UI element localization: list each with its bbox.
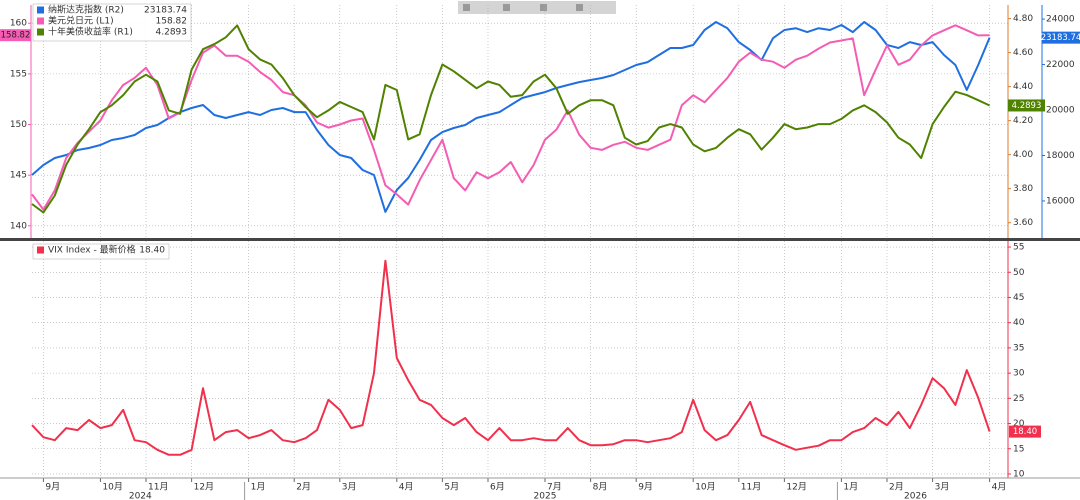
y-tick-label: 55 [1013, 243, 1024, 253]
x-tick-label: 11月 [741, 482, 761, 493]
toolbar-bg [458, 1, 616, 14]
y-tick-label: 4.80 [1013, 14, 1033, 24]
value-flag-label: 4.2893 [1012, 101, 1042, 111]
y-tick-label: 30 [1013, 369, 1025, 379]
y-tick-label: 25 [1013, 394, 1024, 404]
legend-swatch [37, 246, 44, 254]
y-tick-label: 3.80 [1013, 184, 1033, 194]
toolbar-icon[interactable] [463, 4, 470, 11]
year-label: 2025 [534, 492, 557, 500]
legend-swatch [37, 6, 44, 14]
y-tick-label: 10 [1013, 469, 1025, 479]
y-tick-label: 4.60 [1013, 48, 1033, 58]
value-flag [1042, 31, 1080, 44]
toolbar-icon[interactable] [540, 4, 547, 11]
value-flag [0, 29, 31, 42]
x-tick-label: 12月 [194, 482, 214, 493]
value-flag-label: 158.82 [1, 31, 31, 41]
legend-label: 纳斯达克指数 (R2) [48, 4, 124, 16]
value-flag-label: 23183.74 [1041, 33, 1080, 43]
y-tick-label: 3.60 [1013, 218, 1033, 228]
panel-separator [0, 238, 1080, 241]
x-tick-label: 10月 [102, 482, 122, 493]
legend-swatch [37, 17, 44, 25]
series-line [31, 21, 991, 213]
y-tick-label: 35 [1013, 343, 1024, 353]
x-tick-label: 2月 [296, 482, 311, 493]
legend-label: 十年美债收益率 (R1) [48, 26, 133, 38]
y-tick-label: 18000 [1046, 151, 1075, 161]
x-tick-label: 10月 [695, 482, 715, 493]
legend-label: VIX Index - 最新价格 [48, 244, 136, 256]
x-tick-label: 1月 [843, 482, 858, 493]
x-tick-label: 11月 [148, 482, 168, 493]
x-tick-label: 5月 [444, 482, 459, 493]
y-tick-label: 4.40 [1013, 82, 1033, 92]
x-tick-label: 4月 [399, 482, 414, 493]
y-tick-label: 150 [10, 120, 27, 130]
series-line [31, 24, 990, 211]
legend-value: 18.40 [139, 246, 165, 256]
y-tick-label: 15 [1013, 444, 1024, 454]
x-tick-label: 4月 [992, 482, 1007, 493]
y-tick-label: 50 [1013, 268, 1025, 278]
y-tick-label: 145 [10, 171, 27, 181]
x-tick-label: 7月 [547, 482, 562, 493]
y-tick-label: 160 [10, 19, 27, 29]
x-tick-label: 3月 [935, 482, 950, 493]
x-tick-label: 1月 [251, 482, 266, 493]
y-tick-label: 20 [1013, 419, 1025, 429]
y-tick-label: 155 [10, 69, 27, 79]
year-label: 2024 [129, 492, 152, 500]
x-tick-label: 9月 [45, 482, 60, 493]
series-line [31, 24, 991, 214]
toolbar [458, 1, 616, 14]
x-tick-label: 9月 [638, 482, 653, 493]
legend-label: 美元兑日元 (L1) [48, 15, 114, 27]
y-tick-label: 22000 [1046, 60, 1075, 70]
year-label: 2026 [904, 492, 927, 500]
y-tick-label: 4.20 [1013, 116, 1033, 126]
legend-box [32, 243, 170, 260]
legend-value: 23183.74 [144, 6, 187, 16]
x-tick-label: 6月 [490, 482, 505, 493]
x-tick-label: 12月 [786, 482, 806, 493]
legend-value: 4.2893 [156, 28, 188, 38]
y-tick-label: 20000 [1046, 106, 1075, 116]
toolbar-icon[interactable] [576, 4, 583, 11]
y-tick-label: 45 [1013, 293, 1024, 303]
y-tick-label: 16000 [1046, 196, 1075, 206]
toolbar-icon[interactable] [503, 4, 510, 11]
value-flag [1009, 425, 1041, 438]
y-tick-label: 24000 [1046, 15, 1075, 25]
value-flag [1008, 99, 1045, 112]
legend-swatch [37, 28, 44, 36]
value-flag-label: 18.40 [1013, 427, 1037, 437]
y-tick-label: 4.00 [1013, 150, 1033, 160]
series-line [31, 259, 991, 456]
x-tick-label: 3月 [342, 482, 357, 493]
legend-box [32, 3, 192, 42]
y-tick-label: 140 [10, 221, 27, 231]
y-tick-label: 40 [1013, 318, 1025, 328]
x-tick-label: 8月 [593, 482, 608, 493]
x-tick-label: 2月 [889, 482, 904, 493]
legend-value: 158.82 [156, 17, 188, 27]
